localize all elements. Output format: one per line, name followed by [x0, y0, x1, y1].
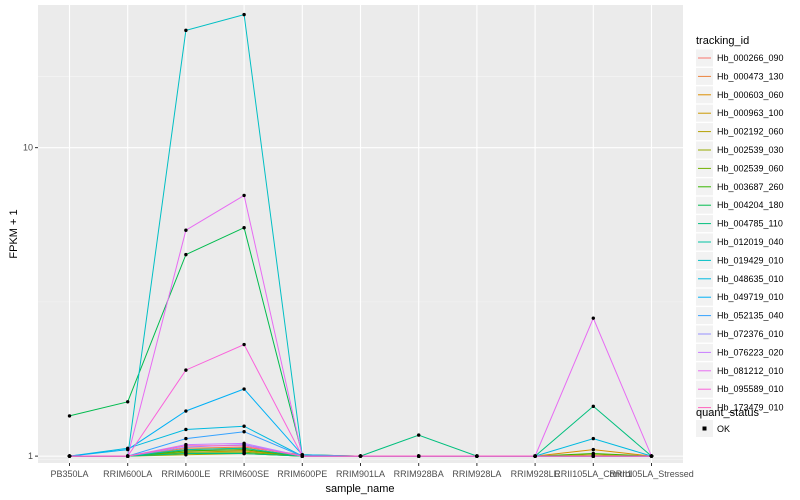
legend-title: tracking_id [696, 35, 749, 47]
legend-label-Hb_002539_060: Hb_002539_060 [717, 163, 784, 173]
x-tick-label: RRIM600LE [161, 469, 210, 479]
point-legend-marker [702, 426, 707, 431]
legend-label-Hb_049719_010: Hb_049719_010 [717, 292, 784, 302]
data-point [591, 436, 595, 441]
x-axis: PB350LA RRIM600LA RRIM600LE RRIM600SE RRIM60… [50, 463, 694, 479]
data-point [67, 414, 72, 418]
data-point [184, 228, 188, 232]
legend-label-Hb_072376_010: Hb_072376_010 [717, 329, 784, 339]
data-point [184, 447, 188, 452]
data-point [242, 226, 246, 230]
y-tick-label: 1 [28, 451, 33, 461]
data-point [126, 447, 130, 452]
x-tick-label: RRIM600LA [103, 469, 152, 479]
x-tick-label: RRII105LA_Stressed [609, 469, 694, 479]
quant-status-legend-title: quant_status [696, 407, 759, 419]
x-tick-label: PB350LA [50, 469, 88, 479]
x-tick-label: RRIM600SE [219, 469, 269, 479]
data-point [242, 342, 246, 347]
legend-label-Hb_012019_040: Hb_012019_040 [717, 237, 784, 247]
x-axis-title: sample_name [325, 483, 394, 495]
data-point [475, 454, 479, 458]
data-point [591, 404, 595, 409]
data-point [242, 12, 246, 17]
data-point [126, 400, 130, 404]
legend-label-Hb_004785_110: Hb_004785_110 [717, 219, 783, 229]
grid-lines [38, 5, 683, 463]
x-tick-label: RRII105LA_Control [554, 469, 632, 479]
data-point [242, 193, 246, 198]
data-point [67, 454, 72, 458]
x-tick-label: RRIM901LA [336, 469, 385, 479]
data-point [300, 454, 304, 458]
data-point [591, 316, 595, 320]
legend-label-Hb_052135_040: Hb_052135_040 [717, 311, 784, 321]
data-point [649, 454, 654, 458]
data-point [417, 433, 421, 437]
data-point [242, 387, 246, 391]
x-tick-label: RRIM928LE [511, 469, 560, 479]
data-point [242, 451, 246, 456]
data-point [417, 454, 421, 458]
legend-label-Hb_000963_100: Hb_000963_100 [717, 108, 784, 118]
data-point [184, 368, 188, 372]
data-point [184, 409, 188, 413]
legend-label-Hb_081212_010: Hb_081212_010 [717, 366, 784, 376]
legend-label-Hb_019429_010: Hb_019429_010 [717, 255, 784, 265]
data-point [591, 454, 595, 458]
data-points [67, 12, 654, 458]
data-point [242, 444, 246, 448]
legend-label-Hb_000603_060: Hb_000603_060 [717, 90, 784, 100]
legend-label-Hb_000266_090: Hb_000266_090 [717, 53, 784, 63]
x-tick-label: RRIM600PE [277, 469, 327, 479]
data-point [591, 447, 595, 452]
y-tick-label: 10 [23, 143, 33, 153]
data-point [533, 454, 537, 458]
legend-label-Hb_003687_260: Hb_003687_260 [717, 182, 784, 192]
data-point [242, 430, 246, 434]
data-point [184, 451, 188, 456]
data-point [358, 454, 363, 458]
data-point [184, 427, 188, 432]
data-point [126, 454, 130, 458]
legend-label-Hb_095589_010: Hb_095589_010 [717, 384, 784, 394]
data-point [242, 446, 246, 451]
data-point [591, 451, 595, 456]
data-point [242, 424, 246, 428]
legend: tracking_id Hb_000266_090 Hb_000473_130 Hb… [696, 35, 784, 437]
legend-label-Hb_173479_010: Hb_173479_010 [717, 403, 784, 413]
x-tick-label: RRIM928BA [394, 469, 444, 479]
legend-label-Hb_076223_020: Hb_076223_020 [717, 347, 784, 357]
legend-label-Hb_002192_060: Hb_002192_060 [717, 127, 784, 137]
data-point [184, 252, 188, 257]
point-legend-label: OK [717, 424, 730, 434]
y-axis: 1 10 [23, 143, 38, 461]
data-point [184, 28, 188, 33]
data-point [242, 441, 246, 446]
legend-label-Hb_048635_010: Hb_048635_010 [717, 274, 784, 284]
x-tick-label: RRIM928LA [452, 469, 501, 479]
data-point [184, 436, 188, 441]
legend-label-Hb_004204_180: Hb_004204_180 [717, 200, 784, 210]
legend-label-Hb_002539_030: Hb_002539_030 [717, 145, 784, 155]
data-point [184, 444, 188, 448]
y-axis-title: FPKM + 1 [8, 209, 20, 258]
legend-label-Hb_000473_130: Hb_000473_130 [717, 71, 784, 81]
